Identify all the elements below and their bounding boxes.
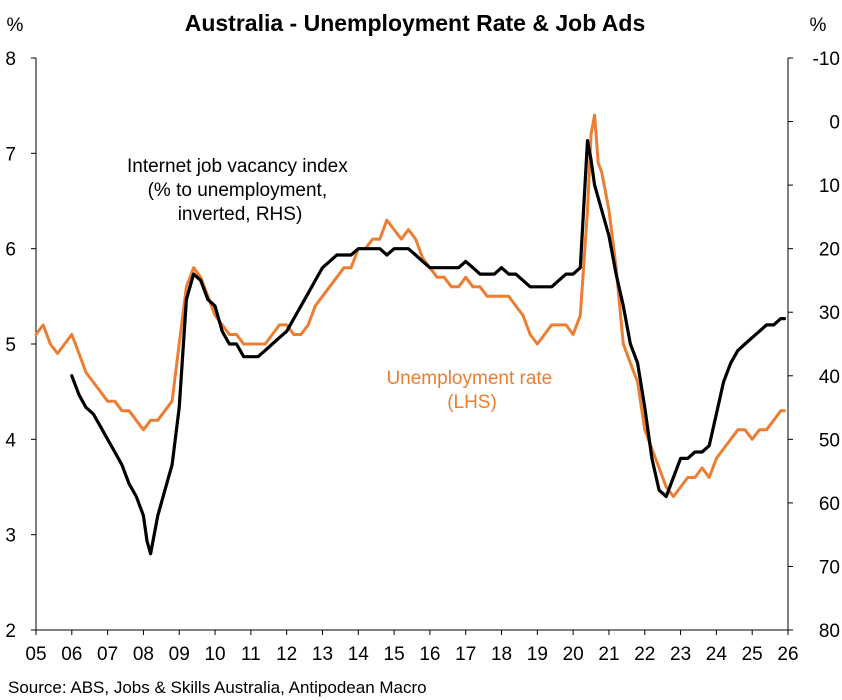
axis-ticks: 05 06 07 08 09 10 11 12 13 14 15 16 17 18 19 20 21 22 23 24… bbox=[5, 49, 840, 665]
left-tick-label: 4 bbox=[5, 430, 16, 451]
left-tick-label: 6 bbox=[5, 240, 16, 261]
right-tick-label: 30 bbox=[819, 303, 840, 324]
x-tick-label: 07 bbox=[97, 644, 118, 665]
unemployment-annotation-line-2: (LHS) bbox=[447, 392, 497, 413]
x-tick-label: 06 bbox=[61, 644, 82, 665]
job-vacancy-annotation-line-1: Internet job vacancy index bbox=[127, 156, 348, 177]
job-vacancy-annotation: Internet job vacancy index (% to unemplo… bbox=[127, 156, 353, 225]
x-tick-label: 26 bbox=[777, 644, 798, 665]
x-tick-label: 12 bbox=[276, 644, 297, 665]
x-tick-label: 11 bbox=[241, 644, 261, 665]
x-tick-label: 25 bbox=[742, 644, 763, 665]
x-tick-label: 05 bbox=[25, 644, 46, 665]
x-tick-label: 21 bbox=[598, 644, 619, 665]
x-tick-label: 08 bbox=[133, 644, 154, 665]
x-tick-label: 24 bbox=[706, 644, 728, 665]
right-tick-label: 50 bbox=[819, 430, 840, 451]
right-tick-label: 60 bbox=[819, 494, 840, 515]
x-tick-label: 17 bbox=[455, 644, 476, 665]
x-tick-label: 20 bbox=[563, 644, 584, 665]
unemployment-rate-line bbox=[34, 113, 786, 498]
series-lines bbox=[34, 113, 786, 556]
x-tick-label: 22 bbox=[634, 644, 655, 665]
x-tick-label: 16 bbox=[419, 644, 440, 665]
x-tick-label: 23 bbox=[670, 644, 691, 665]
left-tick-label: 5 bbox=[5, 335, 16, 356]
job-vacancy-index-line bbox=[70, 139, 786, 556]
x-tick-label: 09 bbox=[169, 644, 190, 665]
right-tick-label: 40 bbox=[819, 367, 840, 388]
left-tick-label: 7 bbox=[5, 144, 16, 165]
x-tick-label: 19 bbox=[527, 644, 548, 665]
right-tick-label: 0 bbox=[829, 113, 840, 134]
x-tick-label: 18 bbox=[491, 644, 512, 665]
x-tick-label: 15 bbox=[384, 644, 405, 665]
x-tick-label: 10 bbox=[204, 644, 225, 665]
right-tick-label: 10 bbox=[819, 176, 840, 197]
right-axis-unit: % bbox=[810, 15, 827, 36]
unemployment-annotation-line-1: Unemployment rate bbox=[386, 368, 552, 389]
left-tick-label: 8 bbox=[5, 49, 16, 70]
right-tick-label: 20 bbox=[819, 240, 840, 261]
unemployment-annotation: Unemployment rate (LHS) bbox=[386, 368, 557, 413]
left-axis-unit: % bbox=[7, 15, 24, 36]
job-vacancy-annotation-line-2: (% to unemployment, bbox=[148, 180, 328, 201]
right-tick-label: -10 bbox=[813, 49, 840, 70]
x-tick-label: 13 bbox=[312, 644, 333, 665]
right-tick-label: 80 bbox=[819, 621, 840, 642]
job-vacancy-annotation-line-3: inverted, RHS) bbox=[178, 204, 303, 225]
source-note: Source: ABS, Jobs & Skills Australia, An… bbox=[8, 678, 427, 697]
left-tick-label: 2 bbox=[5, 621, 16, 642]
right-tick-label: 70 bbox=[819, 557, 840, 578]
chart-title: Australia - Unemployment Rate & Job Ads bbox=[185, 10, 646, 36]
x-tick-label: 14 bbox=[348, 644, 370, 665]
left-tick-label: 3 bbox=[5, 526, 16, 547]
